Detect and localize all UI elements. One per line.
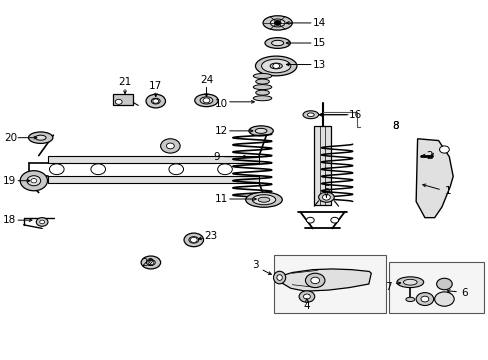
Bar: [113, 94, 133, 105]
Ellipse shape: [263, 16, 292, 30]
Ellipse shape: [303, 111, 318, 119]
Text: 16: 16: [348, 110, 362, 120]
Text: 8: 8: [391, 121, 398, 131]
Ellipse shape: [141, 256, 160, 269]
Ellipse shape: [252, 195, 275, 205]
Ellipse shape: [322, 194, 330, 200]
Ellipse shape: [436, 278, 451, 290]
Ellipse shape: [27, 176, 41, 186]
Ellipse shape: [261, 59, 290, 73]
Text: 5: 5: [323, 185, 329, 195]
Ellipse shape: [168, 164, 183, 175]
Ellipse shape: [203, 98, 209, 103]
Ellipse shape: [28, 132, 53, 143]
Ellipse shape: [310, 277, 319, 284]
Ellipse shape: [439, 146, 448, 153]
Text: 10: 10: [214, 99, 227, 109]
Ellipse shape: [49, 164, 64, 175]
Bar: [273, 255, 385, 314]
Polygon shape: [280, 269, 370, 291]
Ellipse shape: [276, 275, 282, 280]
Ellipse shape: [36, 218, 48, 226]
Text: 1: 1: [444, 186, 451, 196]
Text: 13: 13: [312, 59, 325, 69]
Text: 17: 17: [149, 81, 162, 91]
Ellipse shape: [166, 143, 174, 149]
Text: 20: 20: [4, 133, 17, 143]
Ellipse shape: [415, 293, 433, 306]
Ellipse shape: [264, 38, 290, 48]
Ellipse shape: [160, 139, 180, 153]
Ellipse shape: [153, 99, 158, 103]
Text: 14: 14: [312, 18, 325, 28]
Ellipse shape: [269, 63, 282, 69]
Text: 23: 23: [204, 231, 218, 240]
Ellipse shape: [396, 277, 423, 288]
Ellipse shape: [255, 90, 269, 95]
Text: 19: 19: [3, 176, 16, 186]
Text: 12: 12: [214, 126, 227, 136]
Ellipse shape: [190, 237, 197, 242]
Ellipse shape: [217, 164, 232, 175]
Ellipse shape: [403, 279, 416, 285]
Ellipse shape: [258, 197, 269, 202]
Ellipse shape: [307, 113, 314, 117]
Ellipse shape: [253, 85, 271, 90]
Text: 6: 6: [461, 288, 467, 298]
Ellipse shape: [253, 73, 271, 78]
Ellipse shape: [306, 217, 314, 223]
Polygon shape: [48, 156, 259, 163]
Text: 8: 8: [391, 121, 398, 131]
Ellipse shape: [318, 192, 333, 202]
Ellipse shape: [272, 63, 279, 68]
Ellipse shape: [330, 217, 338, 223]
Ellipse shape: [299, 291, 314, 302]
Ellipse shape: [274, 21, 281, 26]
Ellipse shape: [91, 164, 105, 175]
Text: 21: 21: [118, 77, 131, 87]
Ellipse shape: [146, 94, 165, 108]
Ellipse shape: [151, 98, 160, 104]
Text: 18: 18: [3, 215, 16, 225]
Polygon shape: [415, 139, 452, 218]
Ellipse shape: [255, 56, 296, 76]
Ellipse shape: [271, 40, 283, 46]
Text: 3: 3: [251, 260, 258, 270]
Bar: [313, 126, 330, 205]
Ellipse shape: [148, 260, 154, 265]
Text: 22: 22: [141, 258, 154, 268]
Ellipse shape: [31, 179, 37, 183]
Ellipse shape: [255, 129, 266, 134]
Text: 15: 15: [312, 38, 325, 48]
Ellipse shape: [35, 135, 46, 140]
Ellipse shape: [245, 192, 282, 207]
Text: 9: 9: [212, 152, 219, 162]
Ellipse shape: [183, 233, 203, 247]
Ellipse shape: [303, 294, 310, 299]
Ellipse shape: [146, 260, 155, 265]
Bar: [388, 262, 484, 314]
Text: 24: 24: [200, 75, 213, 85]
Ellipse shape: [115, 99, 122, 104]
Ellipse shape: [420, 296, 428, 302]
Text: 4: 4: [303, 301, 309, 311]
Ellipse shape: [255, 79, 269, 84]
Text: 11: 11: [214, 194, 227, 204]
Ellipse shape: [20, 171, 47, 191]
Ellipse shape: [270, 19, 285, 27]
Ellipse shape: [188, 237, 198, 243]
Ellipse shape: [40, 220, 44, 224]
Ellipse shape: [248, 126, 273, 136]
Text: 2: 2: [426, 150, 432, 161]
Ellipse shape: [405, 297, 414, 302]
Polygon shape: [48, 176, 259, 183]
Ellipse shape: [194, 94, 218, 107]
Ellipse shape: [253, 96, 271, 101]
Ellipse shape: [200, 97, 212, 104]
Ellipse shape: [305, 273, 325, 288]
Ellipse shape: [273, 271, 285, 284]
Text: 7: 7: [384, 282, 391, 292]
Ellipse shape: [434, 292, 453, 306]
